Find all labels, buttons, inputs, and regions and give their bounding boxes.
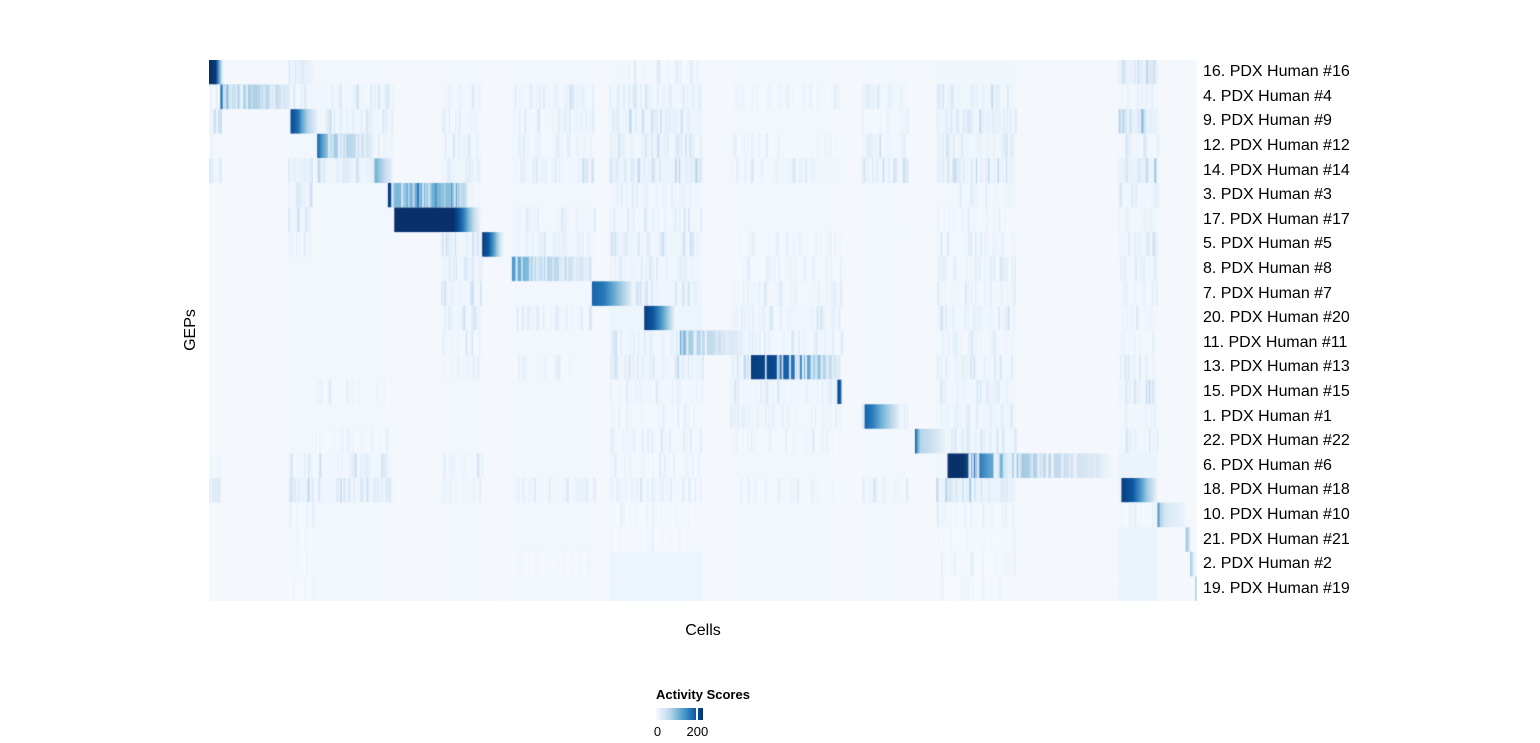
- row-label: 14. PDX Human #14: [1203, 161, 1350, 179]
- row-label: 8. PDX Human #8: [1203, 260, 1332, 278]
- row-label: 4. PDX Human #4: [1203, 87, 1332, 105]
- row-label: 7. PDX Human #7: [1203, 284, 1332, 302]
- row-label: 17. PDX Human #17: [1203, 210, 1350, 228]
- row-label: 20. PDX Human #20: [1203, 309, 1350, 327]
- row-label: 21. PDX Human #21: [1203, 530, 1350, 548]
- colorbar-tick-label-200: 200: [686, 724, 709, 739]
- colorbar-tick-mark-200: [696, 708, 699, 720]
- row-label: 10. PDX Human #10: [1203, 505, 1350, 523]
- row-label: 5. PDX Human #5: [1203, 235, 1332, 253]
- row-label: 11. PDX Human #11: [1203, 333, 1348, 351]
- colorbar: 0 200: [654, 708, 708, 738]
- row-label: 2. PDX Human #2: [1203, 555, 1332, 573]
- row-label: 19. PDX Human #19: [1203, 579, 1350, 597]
- row-label: 9. PDX Human #9: [1203, 112, 1332, 130]
- legend-title: Activity Scores: [656, 687, 750, 702]
- x-axis-title: Cells: [685, 622, 721, 639]
- heatmap-canvas: [209, 60, 1197, 601]
- row-label: 13. PDX Human #13: [1203, 358, 1350, 376]
- y-axis-title: GEPs: [182, 309, 199, 351]
- colorbar-legend: Activity Scores 0 200: [654, 687, 750, 738]
- row-label: 6. PDX Human #6: [1203, 456, 1332, 474]
- colorbar-tick-label-0: 0: [653, 724, 662, 739]
- row-label: 18. PDX Human #18: [1203, 481, 1350, 499]
- row-label: 12. PDX Human #12: [1203, 137, 1350, 155]
- row-label: 15. PDX Human #15: [1203, 382, 1350, 400]
- row-label: 22. PDX Human #22: [1203, 432, 1350, 450]
- row-label: 3. PDX Human #3: [1203, 186, 1332, 204]
- row-label: 16. PDX Human #16: [1203, 63, 1350, 81]
- row-label: 1. PDX Human #1: [1203, 407, 1332, 425]
- colorbar-gradient: [656, 708, 703, 720]
